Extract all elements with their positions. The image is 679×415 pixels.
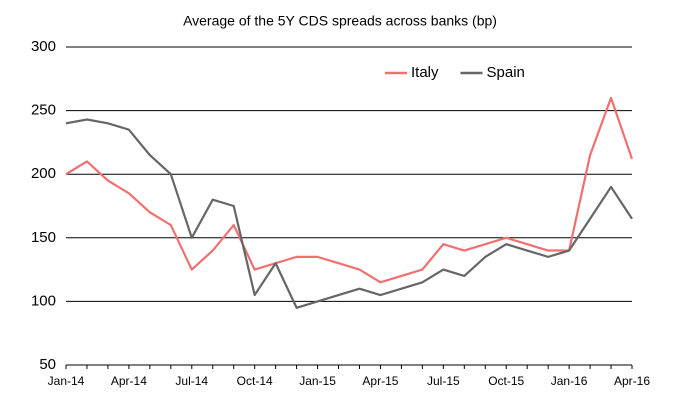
x-tick-label: Jan-15: [299, 374, 336, 388]
x-tick-label: Jan-16: [551, 374, 588, 388]
x-tick-label: Apr-14: [111, 374, 147, 388]
y-tick-label: 150: [31, 229, 56, 246]
y-tick-label: 300: [31, 38, 56, 55]
y-tick-label: 200: [31, 165, 56, 182]
x-tick-label: Jul-14: [175, 374, 208, 388]
y-tick-label: 50: [39, 356, 56, 373]
x-tick-label: Jan-14: [48, 374, 85, 388]
x-tick-label: Jul-15: [427, 374, 460, 388]
y-tick-label: 100: [31, 292, 56, 309]
x-tick-label: Oct-15: [488, 374, 524, 388]
x-tick-label: Apr-15: [362, 374, 398, 388]
x-tick-label: Oct-14: [237, 374, 273, 388]
series-line: [65, 96, 634, 284]
legend-label: Italy: [411, 64, 439, 81]
y-tick-label: 250: [31, 102, 56, 119]
chart-title: Average of the 5Y CDS spreads across ban…: [183, 13, 497, 29]
series-line: [65, 118, 633, 309]
legend-label: Spain: [487, 64, 525, 81]
x-tick-label: Apr-16: [614, 374, 650, 388]
